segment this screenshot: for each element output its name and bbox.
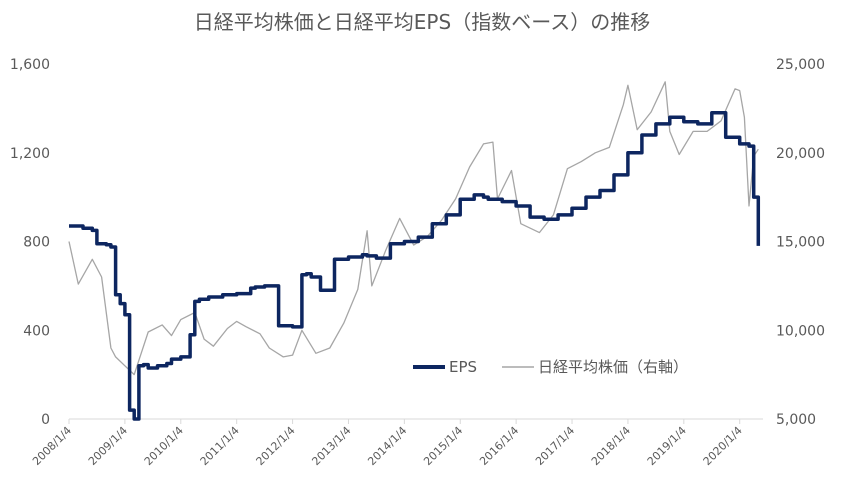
left-tick-label: 1,200 — [10, 146, 50, 162]
left-axis-ticks: 0 400 800 1,200 1,600 — [10, 57, 50, 428]
x-tick-label: 2020/1/4 — [701, 424, 745, 468]
left-tick-label: 0 — [41, 412, 50, 428]
right-tick-label: 15,000 — [776, 235, 825, 251]
chart-title: 日経平均株価と日経平均EPS（指数ベース）の推移 — [193, 10, 651, 34]
right-tick-label: 5,000 — [776, 412, 816, 428]
x-tick-label: 2013/1/4 — [309, 424, 353, 468]
right-tick-label: 25,000 — [776, 57, 825, 73]
right-tick-label: 10,000 — [776, 323, 825, 339]
legend-nikkei-label: 日経平均株価（右軸） — [538, 358, 688, 376]
x-tick-label: 2015/1/4 — [421, 424, 465, 468]
left-tick-label: 1,600 — [10, 57, 50, 73]
left-tick-label: 800 — [23, 235, 50, 251]
x-tick-label: 2012/1/4 — [254, 424, 298, 468]
x-tick-label: 2016/1/4 — [477, 424, 521, 468]
right-axis-ticks: 5,000 10,000 15,000 20,000 25,000 — [776, 57, 825, 428]
legend-eps-label: EPS — [449, 358, 477, 376]
series-layer — [68, 81, 761, 421]
legend: EPS 日経平均株価（右軸） — [413, 358, 688, 376]
eps-series-line — [69, 111, 761, 421]
x-tick-label: 2009/1/4 — [86, 424, 130, 468]
x-tick-label: 2011/1/4 — [198, 424, 242, 468]
x-tick-label: 2008/1/4 — [30, 424, 74, 468]
left-tick-label: 400 — [23, 323, 50, 339]
x-tick-label: 2010/1/4 — [142, 424, 186, 468]
x-tick-label: 2017/1/4 — [533, 424, 577, 468]
x-tick-label: 2018/1/4 — [589, 424, 633, 468]
x-tick-label: 2014/1/4 — [365, 424, 409, 468]
x-axis-ticks: 2008/1/4 2009/1/4 2010/1/4 2011/1/4 2012/1/4… — [30, 419, 745, 468]
right-tick-label: 20,000 — [776, 146, 825, 162]
x-tick-label: 2019/1/4 — [645, 424, 689, 468]
nikkei-series-line — [68, 81, 759, 376]
